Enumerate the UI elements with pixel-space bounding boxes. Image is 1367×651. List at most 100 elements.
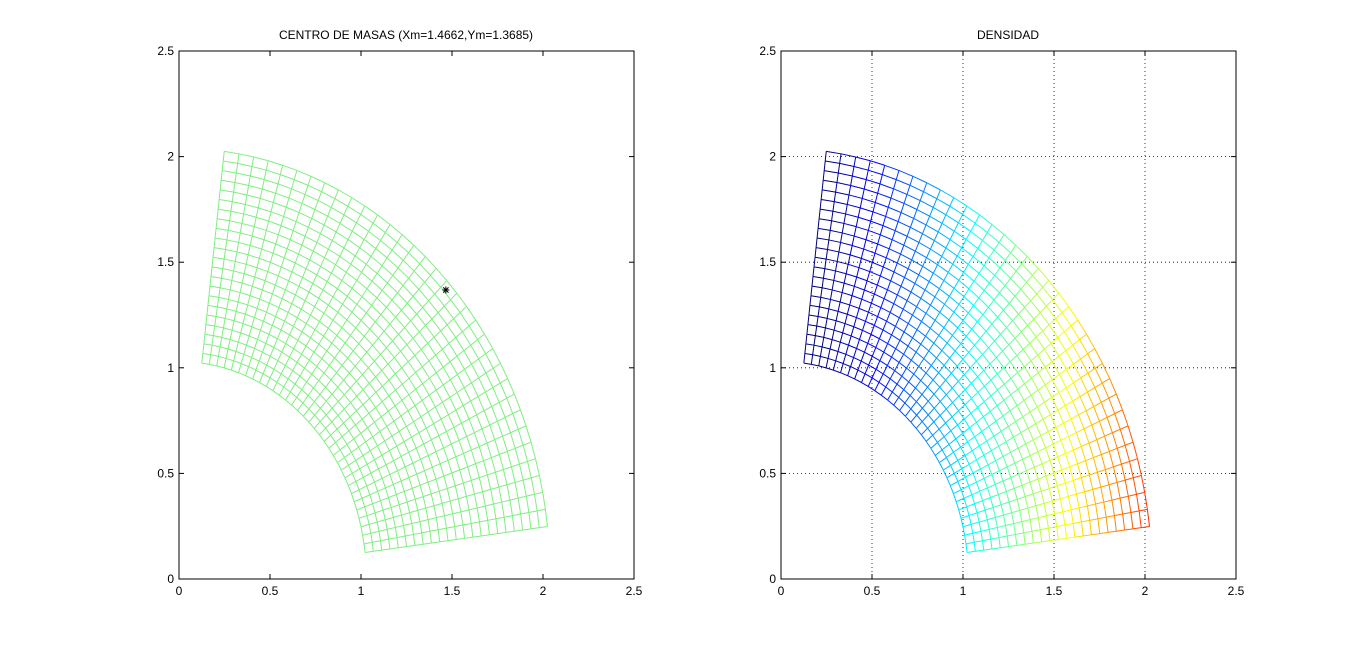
mesh-edge [514, 479, 524, 483]
mesh-edge [225, 357, 234, 362]
mesh-edge [277, 360, 286, 366]
mesh-edge [990, 450, 997, 461]
tick-layer: 0 0.5 1 1.5 2 2.500.511.522.5 [759, 44, 1244, 598]
mesh-edge [853, 317, 857, 327]
mesh-edge [841, 283, 845, 293]
mesh-edge [377, 440, 385, 447]
mesh-edge [495, 469, 504, 473]
mesh-edge [401, 383, 410, 396]
mesh-edge [483, 410, 491, 426]
mesh-edge [839, 153, 842, 164]
mesh-edge [850, 366, 859, 371]
mesh-edge [277, 183, 292, 190]
mesh-edge [255, 360, 260, 371]
mesh-edge [982, 416, 990, 427]
mesh-edge [943, 272, 949, 281]
mesh-edge [330, 379, 339, 388]
mesh-edge [864, 373, 873, 379]
mesh-edge [228, 298, 239, 303]
mesh-edge [360, 433, 367, 443]
mesh-edge [318, 427, 326, 436]
mesh-edge [951, 380, 959, 389]
mesh-edge [316, 358, 323, 367]
mesh-edge [400, 456, 406, 468]
mesh-edge [205, 324, 215, 327]
mesh-edge [986, 487, 991, 498]
mesh-edge [1059, 368, 1067, 375]
mesh-edge [337, 311, 348, 321]
mesh-edge [956, 497, 965, 503]
mesh-edge [301, 244, 314, 252]
mesh-edge [949, 239, 962, 249]
mesh-edge [835, 182, 838, 193]
mesh-edge [1117, 444, 1126, 449]
mesh-edge [425, 427, 432, 441]
mesh-edge [1027, 505, 1037, 509]
mesh-edge [1022, 411, 1031, 418]
mesh-edge [1005, 523, 1014, 526]
mesh-edge [1103, 501, 1107, 518]
mesh-edge [259, 298, 270, 304]
mesh-edge [321, 191, 336, 200]
mesh-edge [1003, 309, 1013, 322]
mesh-edge [894, 221, 899, 231]
mesh-edge [219, 346, 229, 350]
mesh-edge [278, 298, 283, 308]
mesh-edge [209, 363, 217, 367]
mesh-edge [854, 285, 865, 291]
mesh-edge [509, 497, 519, 501]
mesh-edge [433, 336, 443, 350]
mesh-edge [393, 460, 398, 471]
mesh-edge [352, 350, 362, 360]
mesh-edge [435, 479, 440, 492]
mesh-edge [270, 261, 282, 268]
mesh-edge [401, 309, 411, 322]
mesh-edge [893, 179, 897, 189]
mesh-edge [866, 179, 881, 185]
mesh-edge [939, 457, 947, 464]
mesh-edge [507, 378, 515, 395]
mesh-edge [305, 259, 311, 269]
mesh-edge [1104, 469, 1110, 485]
mesh-edge [912, 306, 918, 316]
mesh-edge [1030, 293, 1038, 302]
mesh-edge [973, 280, 985, 291]
mesh-edge [1031, 529, 1041, 532]
mesh-edge [424, 470, 429, 483]
mesh-edge [943, 327, 953, 336]
mesh-edge [323, 441, 330, 449]
mesh-edge [434, 406, 442, 420]
mesh-edge [836, 182, 851, 186]
mesh-edge [389, 547, 399, 550]
mesh-edge [368, 367, 376, 378]
mesh-edge [872, 202, 876, 212]
mesh-edge [1087, 503, 1096, 507]
mesh-edge [361, 288, 368, 297]
mesh-edge [1061, 312, 1072, 327]
mesh-edge [332, 312, 339, 321]
mesh-edge [882, 329, 892, 336]
x-tick-label: 0 [778, 584, 785, 598]
mesh-edge [885, 248, 890, 259]
mesh-edge [412, 458, 421, 464]
mesh-edge [993, 242, 1000, 251]
mesh-edge [305, 268, 318, 276]
mesh-edge [358, 518, 362, 527]
mesh-edge [251, 317, 255, 327]
mesh-edge [471, 477, 480, 481]
mesh-edge [898, 353, 905, 363]
mesh-edge [318, 343, 328, 352]
mesh-edge [1072, 344, 1082, 360]
mesh-edge [888, 239, 893, 249]
mesh-edge [314, 414, 321, 422]
mesh-edge [848, 185, 852, 196]
mesh-edge [1004, 259, 1017, 272]
mesh-edge [463, 453, 469, 467]
mesh-edge [879, 225, 884, 235]
mesh-edge [1010, 394, 1018, 406]
mesh-edge [880, 307, 891, 313]
mesh-edge [974, 337, 981, 346]
mesh-edge [332, 319, 343, 329]
mesh-edge [1063, 418, 1072, 424]
mesh-edge [301, 353, 310, 361]
